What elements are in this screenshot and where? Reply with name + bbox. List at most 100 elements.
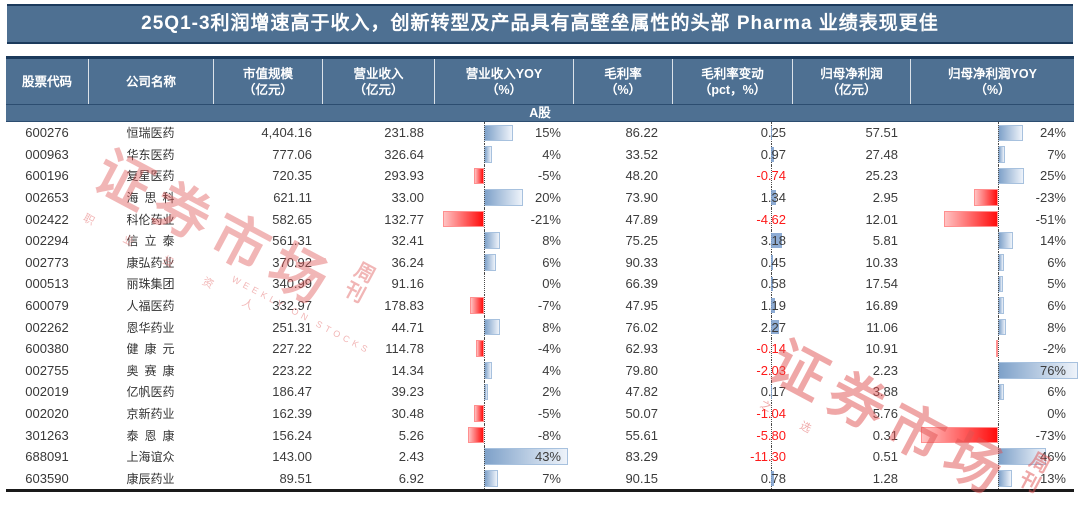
cell-gm: 75.25 — [573, 230, 672, 252]
cell-rev: 5.26 — [322, 424, 434, 446]
cell-np: 16.89 — [792, 295, 910, 317]
zero-axis — [484, 208, 485, 230]
cell-gm_chg: 1.19 — [672, 294, 792, 317]
cell-np_yoy: 5% — [910, 273, 1074, 295]
cell-value: 1.34 — [760, 190, 786, 206]
cell-code: 002653 — [6, 187, 88, 209]
cell-value: 251.31 — [272, 319, 312, 335]
cell-value: 002294 — [25, 233, 69, 249]
cell-value: 13% — [1039, 470, 1066, 486]
cell-rev: 14.34 — [322, 360, 434, 382]
cell-value: 京新药业 — [126, 407, 175, 422]
databar-positive — [771, 384, 772, 400]
header-cell-rev_yoy: 营业收入YOY （%） — [434, 59, 573, 104]
cell-mcap: 223.22 — [213, 360, 322, 382]
cell-name: 科伦药业 — [88, 208, 213, 230]
header-unit-label: （%） — [604, 82, 642, 97]
header-unit-label: （亿元） — [242, 82, 293, 97]
cell-value: 002422 — [25, 211, 69, 227]
cell-np: 5.76 — [792, 403, 910, 425]
zero-axis — [998, 359, 999, 382]
cell-rev: 91.16 — [322, 273, 434, 295]
header-label: 归母净利润YOY — [948, 66, 1037, 81]
table-row: 301263 泰恩康 156.24 5.26 -8% 55.61 -5.80 0.31 -73% — [6, 424, 1074, 446]
cell-rev_yoy: 8% — [434, 229, 573, 252]
zero-axis — [998, 402, 999, 425]
cell-name: 华东医药 — [88, 144, 213, 166]
databar-positive — [771, 276, 774, 292]
zero-axis — [484, 122, 485, 144]
cell-value: -11.30 — [750, 449, 786, 465]
zero-axis — [998, 165, 999, 187]
cell-value: 114.78 — [385, 341, 424, 357]
cell-value: 17.54 — [865, 276, 898, 292]
databar-negative — [474, 405, 484, 422]
cell-np: 2.23 — [792, 360, 910, 382]
cell-np: 0.51 — [792, 446, 910, 468]
cell-name: 复星医药 — [88, 165, 213, 187]
cell-name: 京新药业 — [88, 403, 213, 425]
cell-gm: 66.39 — [573, 273, 672, 295]
cell-code: 002020 — [6, 403, 88, 425]
databar-positive — [771, 125, 772, 141]
cell-value: 293.93 — [384, 168, 424, 184]
cell-np_yoy: 13% — [910, 467, 1074, 490]
cell-value: 57.51 — [865, 125, 898, 141]
cell-value: 27.48 — [865, 146, 898, 162]
cell-gm: 47.89 — [573, 208, 672, 230]
cell-value: 3.88 — [872, 384, 898, 400]
cell-value: 复星医药 — [126, 169, 175, 184]
cell-gm_chg: -0.74 — [672, 165, 792, 187]
cell-value: 4,404.16 — [261, 125, 312, 141]
cell-value: 5.26 — [398, 427, 424, 443]
cell-np: 1.28 — [792, 468, 910, 490]
cell-value: 7% — [1047, 146, 1066, 162]
cell-value: 561.31 — [272, 233, 312, 249]
databar-positive — [484, 254, 496, 271]
cell-mcap: 561.31 — [213, 230, 322, 252]
cell-name: 健康元 — [88, 338, 213, 360]
cell-value: 8% — [1047, 319, 1066, 335]
databar-negative — [443, 210, 484, 228]
cell-value: 75.25 — [625, 233, 658, 249]
table-body: 600276 恒瑞医药 4,404.16 231.88 15% 86.22 0.25 57.5… — [6, 122, 1078, 493]
cell-name: 上海谊众 — [88, 446, 213, 468]
cell-value: 0.58 — [760, 276, 786, 292]
table-row: 600196 复星医药 720.35 293.93 -5% 48.20 -0.74 25.23… — [6, 165, 1074, 187]
cell-value: 000513 — [25, 276, 69, 292]
zero-axis — [771, 208, 772, 230]
cell-value: 8% — [542, 319, 561, 335]
cell-rev_yoy: -8% — [434, 424, 573, 446]
cell-code: 301263 — [6, 424, 88, 446]
cell-gm: 76.02 — [573, 316, 672, 338]
cell-value: 600276 — [25, 125, 69, 141]
cell-value: 0.45 — [760, 254, 786, 270]
zero-axis — [998, 186, 999, 209]
cell-value: 777.06 — [272, 146, 312, 162]
cell-value: 2% — [542, 384, 561, 400]
cell-name: 丽珠集团 — [88, 273, 213, 295]
table-row: 002755 奥赛康 223.22 14.34 4% 79.80 -2.03 2.23 76% — [6, 359, 1078, 382]
cell-np_yoy: 7% — [910, 143, 1074, 166]
zero-axis — [998, 208, 999, 230]
cell-np_yoy: 8% — [910, 316, 1074, 338]
cell-code: 002262 — [6, 316, 88, 338]
cell-np: 10.91 — [792, 338, 910, 360]
cell-value: 7% — [542, 470, 561, 486]
databar-positive — [484, 232, 500, 250]
cell-value: 55.61 — [625, 427, 658, 443]
table-row: 002653 海思科 621.11 33.00 20% 73.90 1.34 2.95 -23% — [6, 186, 1074, 209]
cell-value: 20% — [534, 190, 561, 206]
cell-name: 恩华药业 — [88, 316, 213, 338]
header-cell-gm_chg: 毛利率变动 （pct，%） — [672, 59, 792, 104]
zero-axis — [484, 186, 485, 209]
cell-value: 2.23 — [872, 362, 898, 378]
databar-negative — [476, 340, 484, 358]
cell-gm_chg: 1.34 — [672, 186, 792, 209]
cell-code: 002019 — [6, 381, 88, 403]
databar-positive — [484, 470, 498, 487]
cell-code: 000513 — [6, 273, 88, 295]
table-row: 600079 人福医药 332.97 178.83 -7% 47.95 1.19 16.89 6… — [6, 294, 1074, 317]
cell-np: 27.48 — [792, 144, 910, 166]
table-row: 002262 恩华药业 251.31 44.71 8% 76.02 2.27 11.06 8% — [6, 316, 1074, 338]
